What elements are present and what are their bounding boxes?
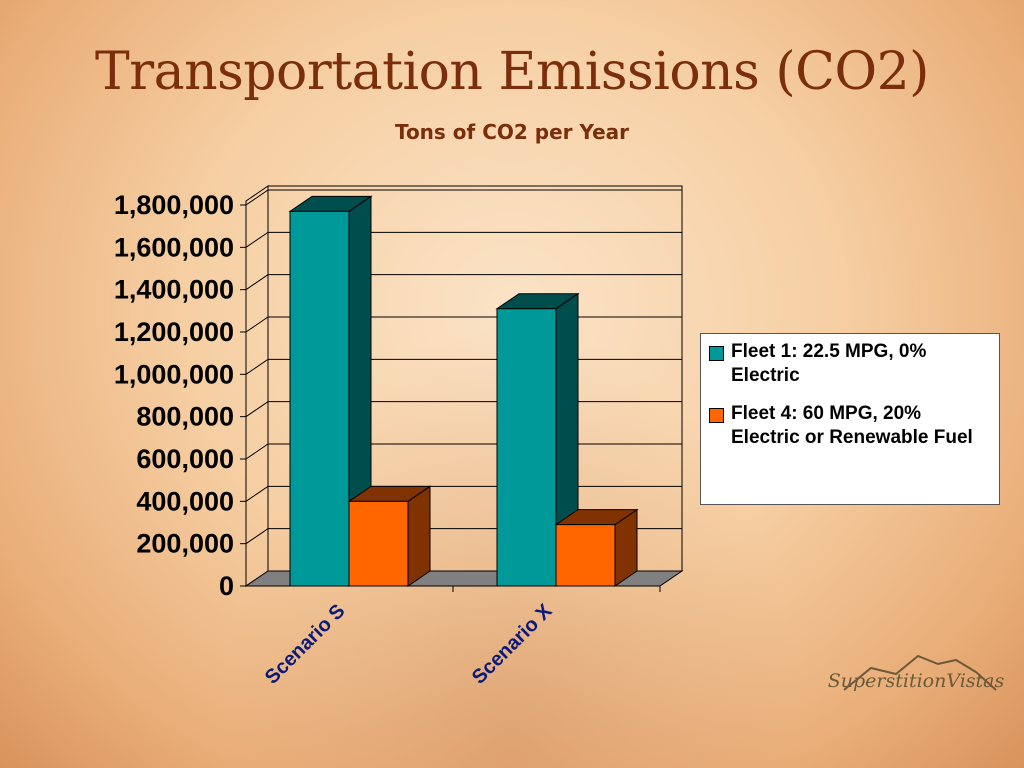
- chart-left-wall: [245, 185, 269, 587]
- gridline: [245, 189, 682, 206]
- slide-title: Transportation Emissions (CO2): [95, 42, 929, 102]
- x-tick-label: Scenario X: [468, 600, 557, 689]
- bar-side-face: [407, 485, 431, 587]
- gridline: [245, 274, 682, 291]
- legend-swatch-fleet-4: [709, 408, 724, 423]
- mountain-icon: [843, 654, 997, 691]
- y-tick-label: 1,800,000: [114, 190, 234, 220]
- legend-swatch-fleet-1: [709, 346, 724, 361]
- y-tick-label: 400,000: [136, 486, 234, 516]
- logo: SuperstitionVistas: [826, 650, 1006, 720]
- bar: [496, 308, 557, 587]
- bar: [555, 524, 616, 587]
- y-tick-label: 1,600,000: [114, 232, 234, 262]
- legend-label-fleet-4: Fleet 4: 60 MPG, 20% Electric or Renewab…: [731, 403, 973, 448]
- y-tick-label: 0: [219, 571, 234, 601]
- y-tick-label: 800,000: [136, 402, 234, 432]
- y-tick-label: 1,400,000: [114, 275, 234, 305]
- y-tick-label: 200,000: [136, 529, 234, 559]
- logo-text: SuperstitionVistas: [827, 670, 1005, 692]
- chart-legend: Fleet 1: 22.5 MPG, 0% Electric Fleet 4: …: [700, 333, 1000, 505]
- legend-item-fleet-1: Fleet 1: 22.5 MPG, 0% Electric: [709, 340, 993, 388]
- gridline: [245, 231, 682, 248]
- legend-label-fleet-1: Fleet 1: 22.5 MPG, 0% Electric: [731, 341, 927, 386]
- x-tick-label: Scenario S: [261, 600, 350, 689]
- y-tick-label: 1,000,000: [114, 359, 234, 389]
- bar: [348, 500, 409, 587]
- y-tick-label: 600,000: [136, 444, 234, 474]
- slide-subtitle: Tons of CO2 per Year: [394, 120, 630, 144]
- y-tick-label: 1,200,000: [114, 317, 234, 347]
- bar: [289, 210, 350, 587]
- legend-item-fleet-4: Fleet 4: 60 MPG, 20% Electric or Renewab…: [709, 402, 993, 450]
